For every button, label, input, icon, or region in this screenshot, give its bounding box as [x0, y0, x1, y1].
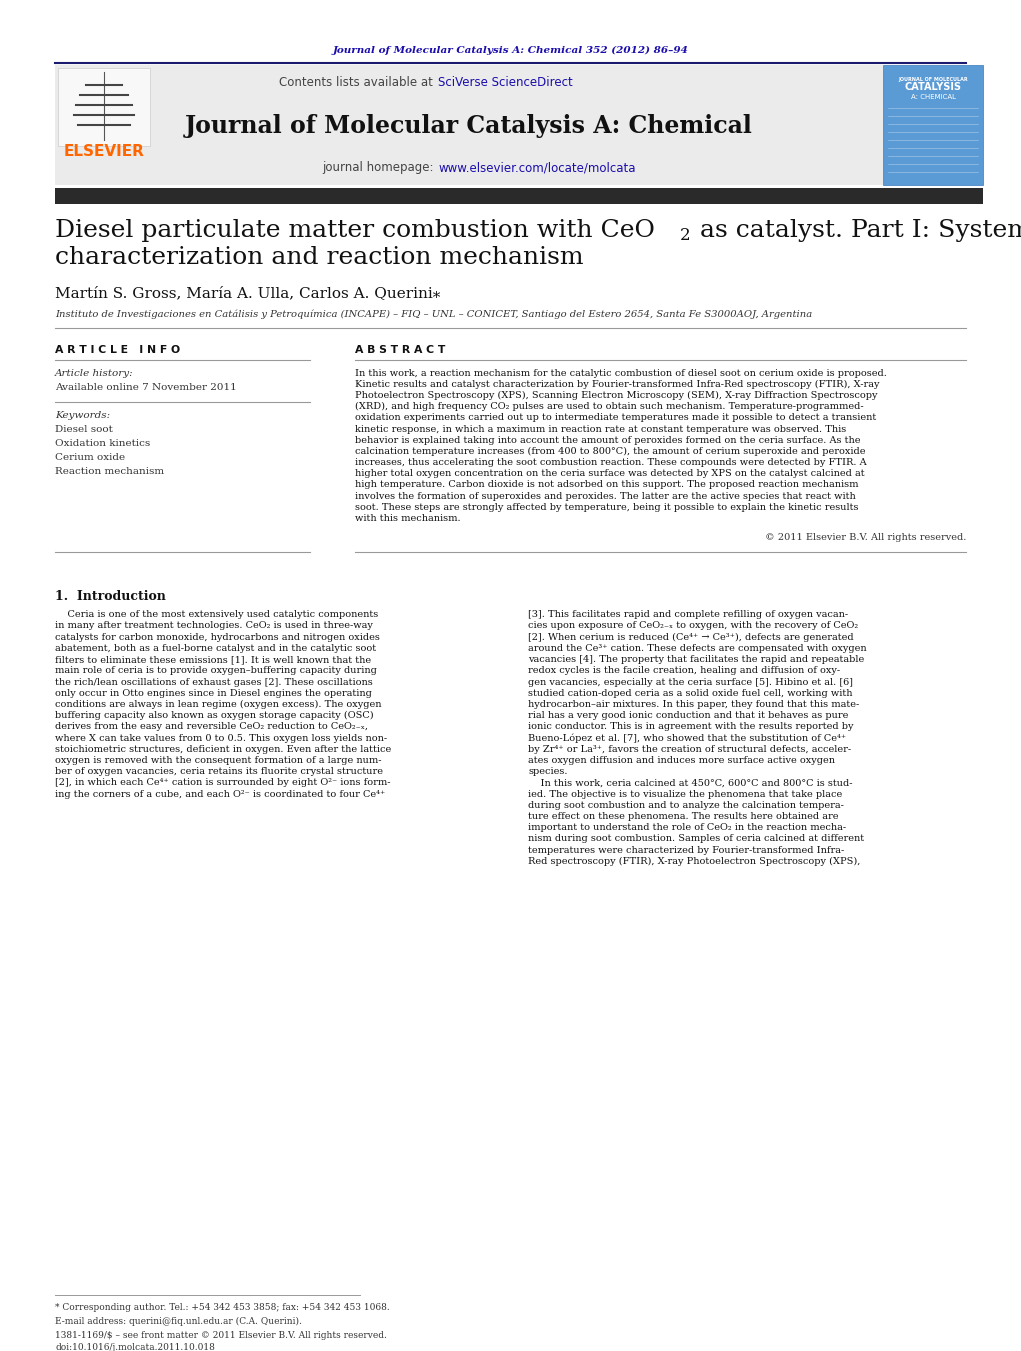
- FancyBboxPatch shape: [58, 68, 150, 146]
- Text: oxygen is removed with the consequent formation of a large num-: oxygen is removed with the consequent fo…: [55, 757, 382, 765]
- Text: rial has a very good ionic conduction and that it behaves as pure: rial has a very good ionic conduction an…: [528, 711, 848, 720]
- Text: A B S T R A C T: A B S T R A C T: [355, 345, 445, 355]
- Text: Instituto de Investigaciones en Catálisis y Petroquímica (INCAPE) – FIQ – UNL – : Instituto de Investigaciones en Catálisi…: [55, 309, 813, 319]
- Text: Red spectroscopy (FTIR), X-ray Photoelectron Spectroscopy (XPS),: Red spectroscopy (FTIR), X-ray Photoelec…: [528, 857, 861, 866]
- Text: Diesel particulate matter combustion with CeO: Diesel particulate matter combustion wit…: [55, 219, 654, 242]
- Text: © 2011 Elsevier B.V. All rights reserved.: © 2011 Elsevier B.V. All rights reserved…: [765, 534, 966, 542]
- Text: where X can take values from 0 to 0.5. This oxygen loss yields non-: where X can take values from 0 to 0.5. T…: [55, 734, 387, 743]
- Text: SciVerse ScienceDirect: SciVerse ScienceDirect: [438, 76, 573, 89]
- Text: studied cation-doped ceria as a solid oxide fuel cell, working with: studied cation-doped ceria as a solid ox…: [528, 689, 853, 697]
- Text: [3]. This facilitates rapid and complete refilling of oxygen vacan-: [3]. This facilitates rapid and complete…: [528, 611, 848, 619]
- Text: doi:10.1016/j.molcata.2011.10.018: doi:10.1016/j.molcata.2011.10.018: [55, 1343, 214, 1351]
- Text: A: CHEMICAL: A: CHEMICAL: [911, 95, 956, 100]
- Text: Oxidation kinetics: Oxidation kinetics: [55, 439, 150, 449]
- Text: conditions are always in lean regime (oxygen excess). The oxygen: conditions are always in lean regime (ox…: [55, 700, 382, 709]
- FancyBboxPatch shape: [55, 65, 883, 185]
- Text: hydrocarbon–air mixtures. In this paper, they found that this mate-: hydrocarbon–air mixtures. In this paper,…: [528, 700, 860, 709]
- Text: characterization and reaction mechanism: characterization and reaction mechanism: [55, 246, 583, 269]
- Text: Ceria is one of the most extensively used catalytic components: Ceria is one of the most extensively use…: [55, 611, 378, 619]
- Text: www.elsevier.com/locate/molcata: www.elsevier.com/locate/molcata: [438, 162, 635, 174]
- Text: journal homepage:: journal homepage:: [322, 162, 437, 174]
- Text: redox cycles is the facile creation, healing and diffusion of oxy-: redox cycles is the facile creation, hea…: [528, 666, 840, 676]
- Text: vacancies [4]. The property that facilitates the rapid and repeatable: vacancies [4]. The property that facilit…: [528, 655, 864, 665]
- Text: filters to eliminate these emissions [1]. It is well known that the: filters to eliminate these emissions [1]…: [55, 655, 371, 665]
- Text: ates oxygen diffusion and induces more surface active oxygen: ates oxygen diffusion and induces more s…: [528, 757, 835, 765]
- Text: Keywords:: Keywords:: [55, 412, 110, 420]
- Text: only occur in Otto engines since in Diesel engines the operating: only occur in Otto engines since in Dies…: [55, 689, 372, 697]
- Text: derives from the easy and reversible CeO₂ reduction to CeO₂₋ₓ,: derives from the easy and reversible CeO…: [55, 723, 368, 731]
- Text: main role of ceria is to provide oxygen–buffering capacity during: main role of ceria is to provide oxygen–…: [55, 666, 377, 676]
- Text: Martín S. Gross, María A. Ulla, Carlos A. Querini⁎: Martín S. Gross, María A. Ulla, Carlos A…: [55, 286, 440, 300]
- Text: temperatures were characterized by Fourier-transformed Infra-: temperatures were characterized by Fouri…: [528, 846, 844, 854]
- Text: 2: 2: [680, 227, 690, 245]
- Text: abatement, both as a fuel-borne catalyst and in the catalytic soot: abatement, both as a fuel-borne catalyst…: [55, 644, 376, 653]
- Text: Available online 7 November 2011: Available online 7 November 2011: [55, 384, 237, 393]
- Text: higher total oxygen concentration on the ceria surface was detected by XPS on th: higher total oxygen concentration on the…: [355, 469, 865, 478]
- Text: Journal of Molecular Catalysis A: Chemical: Journal of Molecular Catalysis A: Chemic…: [185, 113, 752, 138]
- Text: Reaction mechanism: Reaction mechanism: [55, 467, 164, 477]
- Text: oxidation experiments carried out up to intermediate temperatures made it possib: oxidation experiments carried out up to …: [355, 413, 876, 423]
- Text: Bueno-López et al. [7], who showed that the substitution of Ce⁴⁺: Bueno-López et al. [7], who showed that …: [528, 734, 846, 743]
- Text: [2]. When cerium is reduced (Ce⁴⁺ → Ce³⁺), defects are generated: [2]. When cerium is reduced (Ce⁴⁺ → Ce³⁺…: [528, 632, 854, 642]
- Text: by Zr⁴⁺ or La³⁺, favors the creation of structural defects, acceler-: by Zr⁴⁺ or La³⁺, favors the creation of …: [528, 744, 852, 754]
- Text: CATALYSIS: CATALYSIS: [905, 82, 962, 92]
- Text: cies upon exposure of CeO₂₋ₓ to oxygen, with the recovery of CeO₂: cies upon exposure of CeO₂₋ₓ to oxygen, …: [528, 621, 858, 631]
- Text: the rich/lean oscillations of exhaust gases [2]. These oscillations: the rich/lean oscillations of exhaust ga…: [55, 677, 373, 686]
- Text: Cerium oxide: Cerium oxide: [55, 454, 126, 462]
- Text: soot. These steps are strongly affected by temperature, being it possible to exp: soot. These steps are strongly affected …: [355, 503, 859, 512]
- Text: [2], in which each Ce⁴⁺ cation is surrounded by eight O²⁻ ions form-: [2], in which each Ce⁴⁺ cation is surrou…: [55, 778, 390, 788]
- Text: increases, thus accelerating the soot combustion reaction. These compounds were : increases, thus accelerating the soot co…: [355, 458, 867, 467]
- Text: in many after treatment technologies. CeO₂ is used in three-way: in many after treatment technologies. Ce…: [55, 621, 373, 631]
- Text: Contents lists available at: Contents lists available at: [280, 76, 437, 89]
- Text: ture effect on these phenomena. The results here obtained are: ture effect on these phenomena. The resu…: [528, 812, 838, 821]
- Text: during soot combustion and to analyze the calcination tempera-: during soot combustion and to analyze th…: [528, 801, 844, 809]
- Text: stoichiometric structures, deficient in oxygen. Even after the lattice: stoichiometric structures, deficient in …: [55, 744, 391, 754]
- Text: with this mechanism.: with this mechanism.: [355, 515, 460, 523]
- Text: JOURNAL OF MOLECULAR: JOURNAL OF MOLECULAR: [898, 77, 968, 82]
- Text: 1.  Introduction: 1. Introduction: [55, 590, 165, 604]
- Text: Photoelectron Spectroscopy (XPS), Scanning Electron Microscopy (SEM), X-ray Diff: Photoelectron Spectroscopy (XPS), Scanni…: [355, 390, 877, 400]
- FancyBboxPatch shape: [883, 65, 983, 185]
- Text: ing the corners of a cube, and each O²⁻ is coordinated to four Ce⁴⁺: ing the corners of a cube, and each O²⁻ …: [55, 789, 385, 798]
- Text: (XRD), and high frequency CO₂ pulses are used to obtain such mechanism. Temperat: (XRD), and high frequency CO₂ pulses are…: [355, 403, 864, 411]
- Text: catalysts for carbon monoxide, hydrocarbons and nitrogen oxides: catalysts for carbon monoxide, hydrocarb…: [55, 632, 380, 642]
- Text: Diesel soot: Diesel soot: [55, 426, 113, 435]
- Text: gen vacancies, especially at the ceria surface [5]. Hibino et al. [6]: gen vacancies, especially at the ceria s…: [528, 677, 853, 686]
- Text: Journal of Molecular Catalysis A: Chemical 352 (2012) 86–94: Journal of Molecular Catalysis A: Chemic…: [333, 46, 689, 54]
- Text: In this work, a reaction mechanism for the catalytic combustion of diesel soot o: In this work, a reaction mechanism for t…: [355, 369, 887, 377]
- Text: important to understand the role of CeO₂ in the reaction mecha-: important to understand the role of CeO₂…: [528, 823, 846, 832]
- Text: high temperature. Carbon dioxide is not adsorbed on this support. The proposed r: high temperature. Carbon dioxide is not …: [355, 481, 859, 489]
- Text: behavior is explained taking into account the amount of peroxides formed on the : behavior is explained taking into accoun…: [355, 436, 861, 444]
- Text: calcination temperature increases (from 400 to 800°C), the amount of cerium supe: calcination temperature increases (from …: [355, 447, 866, 455]
- Text: Kinetic results and catalyst characterization by Fourier-transformed Infra-Red s: Kinetic results and catalyst characteriz…: [355, 380, 879, 389]
- Text: ELSEVIER: ELSEVIER: [63, 145, 144, 159]
- Text: In this work, ceria calcined at 450°C, 600°C and 800°C is stud-: In this work, ceria calcined at 450°C, 6…: [528, 778, 853, 788]
- Text: ied. The objective is to visualize the phenomena that take place: ied. The objective is to visualize the p…: [528, 789, 842, 798]
- Text: as catalyst. Part I: System: as catalyst. Part I: System: [692, 219, 1021, 242]
- Text: Article history:: Article history:: [55, 370, 134, 378]
- Text: 1381-1169/$ – see front matter © 2011 Elsevier B.V. All rights reserved.: 1381-1169/$ – see front matter © 2011 El…: [55, 1331, 387, 1339]
- Text: ionic conductor. This is in agreement with the results reported by: ionic conductor. This is in agreement wi…: [528, 723, 854, 731]
- Text: involves the formation of superoxides and peroxides. The latter are the active s: involves the formation of superoxides an…: [355, 492, 856, 501]
- Text: E-mail address: querini@fiq.unl.edu.ar (C.A. Querini).: E-mail address: querini@fiq.unl.edu.ar (…: [55, 1316, 302, 1325]
- Text: nism during soot combustion. Samples of ceria calcined at different: nism during soot combustion. Samples of …: [528, 835, 864, 843]
- FancyBboxPatch shape: [55, 188, 983, 204]
- Text: * Corresponding author. Tel.: +54 342 453 3858; fax: +54 342 453 1068.: * Corresponding author. Tel.: +54 342 45…: [55, 1304, 390, 1313]
- Text: species.: species.: [528, 767, 568, 775]
- Text: around the Ce³⁺ cation. These defects are compensated with oxygen: around the Ce³⁺ cation. These defects ar…: [528, 644, 867, 653]
- Text: buffering capacity also known as oxygen storage capacity (OSC): buffering capacity also known as oxygen …: [55, 711, 374, 720]
- Text: A R T I C L E   I N F O: A R T I C L E I N F O: [55, 345, 180, 355]
- Text: kinetic response, in which a maximum in reaction rate at constant temperature wa: kinetic response, in which a maximum in …: [355, 424, 846, 434]
- Text: ber of oxygen vacancies, ceria retains its fluorite crystal structure: ber of oxygen vacancies, ceria retains i…: [55, 767, 383, 775]
